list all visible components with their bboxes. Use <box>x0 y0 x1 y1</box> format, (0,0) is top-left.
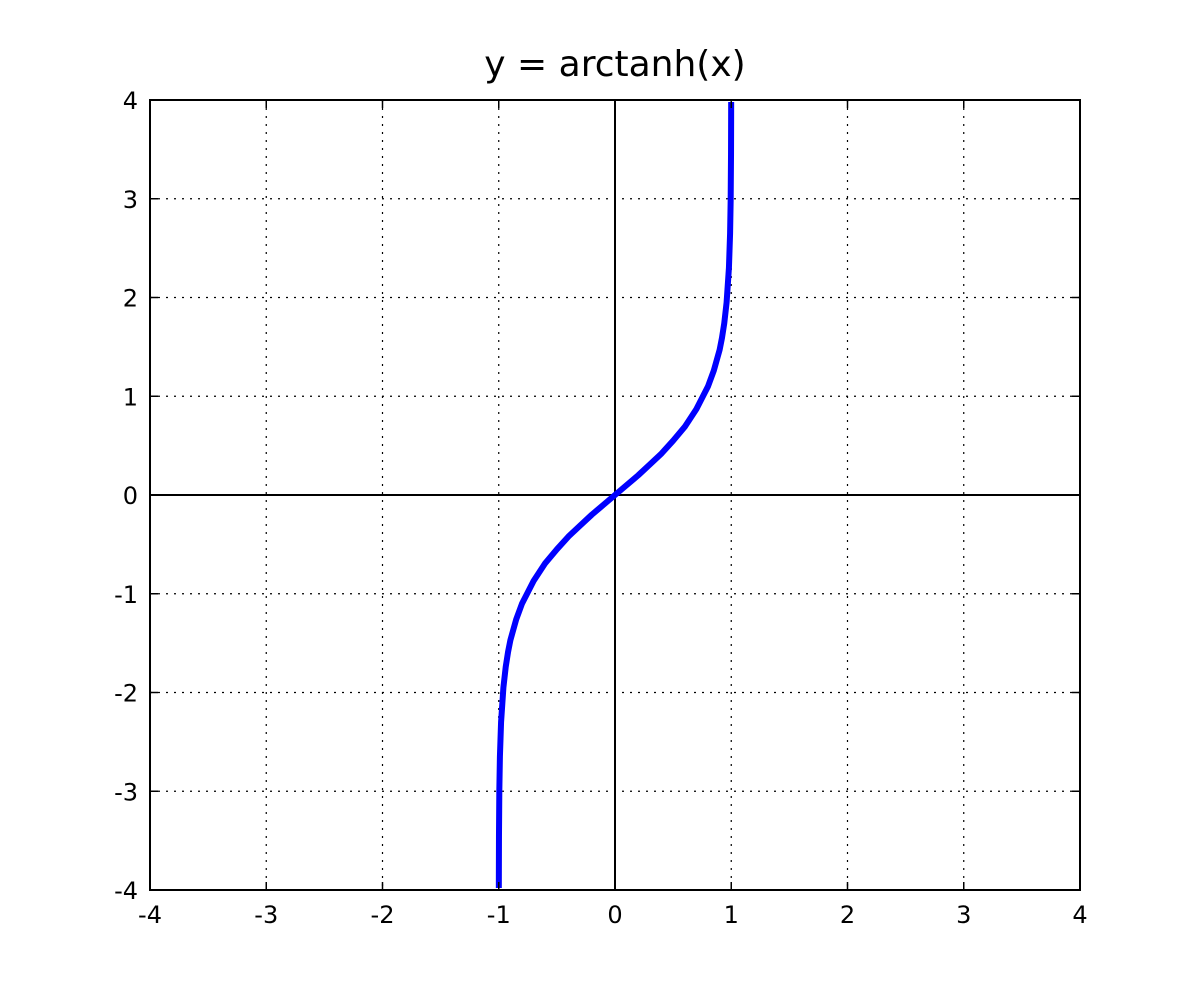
x-tick-label: -4 <box>138 901 162 929</box>
ticks <box>149 99 1081 891</box>
tick-labels: -4 -3 -2 -1 0 1 2 3 4 -4 -3 -2 -1 0 1 2 3 4 <box>114 87 1088 929</box>
x-tick-label: -3 <box>254 901 278 929</box>
x-tick-label: 1 <box>724 901 739 929</box>
y-tick-label: -2 <box>114 680 138 708</box>
y-tick-label: 1 <box>123 383 138 411</box>
x-tick-label: 2 <box>840 901 855 929</box>
x-tick-label: 3 <box>956 901 971 929</box>
x-tick-label: -2 <box>371 901 395 929</box>
chart-title: y = arctanh(x) <box>484 44 745 85</box>
x-tick-label: -1 <box>487 901 511 929</box>
x-tick-label: 4 <box>1072 901 1087 929</box>
y-tick-label: 2 <box>123 285 138 313</box>
y-tick-label: -3 <box>114 778 138 806</box>
series-line <box>495 101 735 889</box>
y-tick-label: 4 <box>123 87 138 115</box>
x-tick-label: 0 <box>607 901 622 929</box>
y-tick-label: 0 <box>123 482 138 510</box>
y-tick-label: -1 <box>114 581 138 609</box>
y-tick-label: -4 <box>114 877 138 905</box>
series-layer <box>495 101 735 889</box>
y-tick-label: 3 <box>123 186 138 214</box>
